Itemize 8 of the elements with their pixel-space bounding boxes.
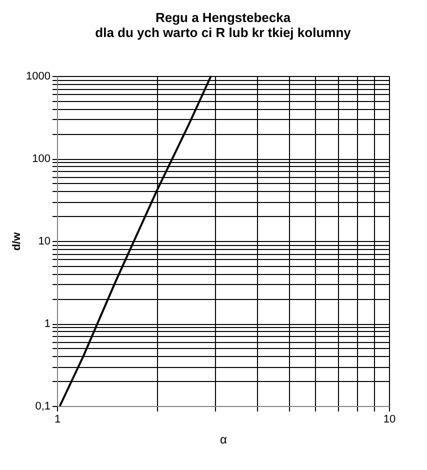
y-tick-label: 1 xyxy=(44,318,50,330)
y-tick-label: 1000 xyxy=(26,70,50,82)
chart-title: Regu a Hengstebecka dla du ych warto ci R lub kr tkiej kolumny xyxy=(95,10,352,40)
y-tick-label: 0,1 xyxy=(35,400,50,412)
y-axis-title: d/w xyxy=(11,232,24,251)
x-axis-title: α xyxy=(220,432,228,446)
y-tick-label: 10 xyxy=(38,236,50,248)
y-tick-label: 100 xyxy=(32,153,50,165)
